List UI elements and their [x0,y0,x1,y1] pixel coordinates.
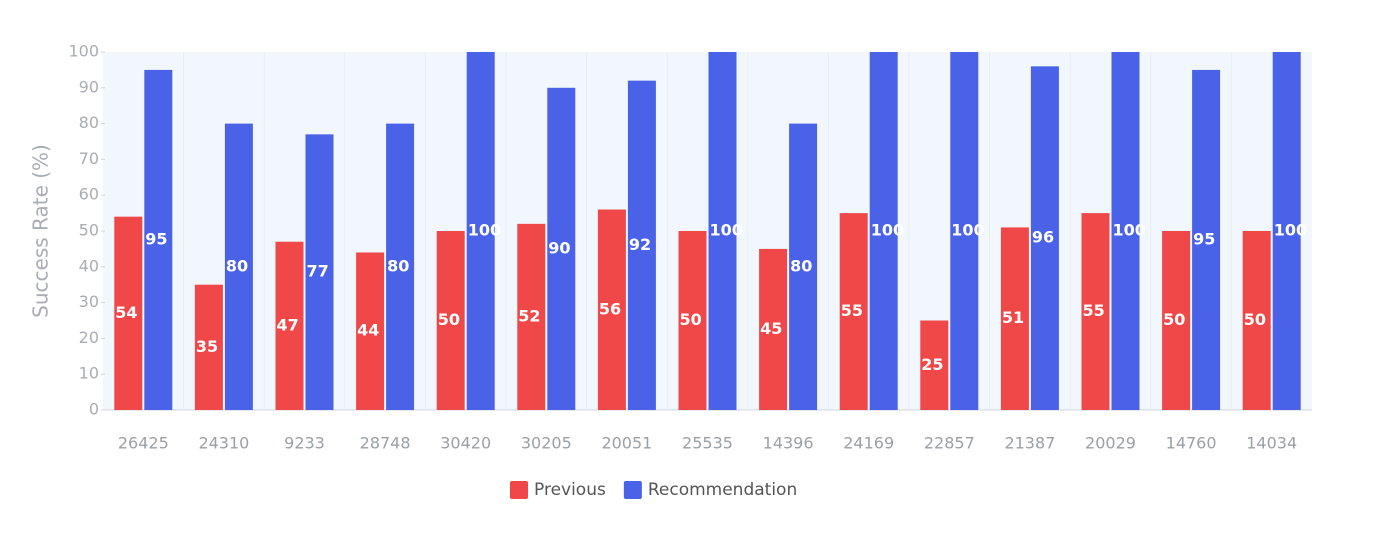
legend-swatch [623,481,642,499]
bar [224,123,253,410]
y-tick-label: 0 [89,400,99,419]
x-tick-label: 30205 [521,434,572,453]
data-label: 50 [680,310,702,329]
data-label: 100 [468,221,501,240]
bar [1272,52,1301,410]
bar [1081,213,1110,410]
x-tick-label: 9233 [284,434,325,453]
legend-label: Previous [534,480,606,500]
bar [920,320,949,410]
x-tick-label: 14034 [1246,434,1297,453]
data-label: 50 [1244,310,1266,329]
y-tick-label: 70 [79,149,99,168]
data-label: 96 [1032,228,1054,247]
x-tick-label: 20051 [601,434,652,453]
data-label: 90 [548,238,570,257]
y-tick-label: 60 [79,185,99,204]
bar [1111,52,1140,410]
data-label: 77 [307,262,329,281]
data-label: 44 [357,321,379,340]
bar [305,134,334,410]
bar [547,87,576,411]
data-label: 47 [277,315,299,334]
bar [517,223,546,410]
data-label: 54 [115,303,137,322]
bar [759,248,788,410]
y-tick-label: 90 [79,77,99,96]
plot-area [103,52,1312,410]
bar [1192,69,1221,411]
y-tick-label: 80 [79,113,99,132]
data-label: 55 [1083,301,1105,320]
x-tick-label: 26425 [118,434,169,453]
bar [1030,66,1059,410]
data-label: 100 [1274,221,1307,240]
bar [708,52,737,410]
data-label: 100 [710,221,743,240]
data-label: 52 [518,306,540,325]
y-tick-label: 10 [79,364,99,383]
x-tick-label: 30420 [440,434,491,453]
bar [144,69,173,411]
legend-swatch [510,481,528,499]
bar [789,123,818,410]
x-tick-label: 21387 [1004,434,1055,453]
data-label: 50 [438,310,460,329]
data-label: 50 [1163,310,1185,329]
x-tick-label: 28748 [360,434,411,453]
bar [869,52,898,410]
y-tick-label: 100 [68,42,99,61]
data-label: 55 [841,301,863,320]
data-label: 45 [760,319,782,338]
bar [194,284,223,410]
y-tick-label: 30 [79,292,99,311]
bar [114,216,143,410]
data-label: 100 [1113,221,1146,240]
data-label: 100 [871,221,904,240]
bar [1162,231,1191,410]
x-tick-label: 20029 [1085,434,1136,453]
x-tick-label: 14760 [1166,434,1217,453]
data-label: 51 [1002,308,1024,327]
data-label: 80 [226,256,248,275]
x-tick-label: 24169 [843,434,894,453]
data-label: 25 [921,355,943,374]
bar [678,231,707,410]
legend-label: Recommendation [648,480,797,500]
y-tick-label: 50 [79,221,99,240]
x-tick-label: 25535 [682,434,733,453]
data-label: 35 [196,337,218,356]
y-tick-label: 20 [79,328,99,347]
x-tick-label: 14396 [763,434,814,453]
bar [466,52,495,410]
x-tick-label: 22857 [924,434,975,453]
bar [839,213,868,410]
data-label: 56 [599,299,621,318]
data-label: 80 [387,256,409,275]
data-label: 95 [145,229,167,248]
x-tick-label: 24310 [198,434,249,453]
data-label: 95 [1193,229,1215,248]
data-label: 80 [790,256,812,275]
bar [1000,227,1029,410]
data-label: 100 [951,221,984,240]
bar [436,231,465,410]
y-tick-label: 40 [79,256,99,275]
data-label: 92 [629,235,651,254]
bar [356,252,385,410]
bar [597,209,626,410]
bar [627,80,656,410]
bar [386,123,415,410]
bar [950,52,979,410]
bar [275,241,304,410]
y-axis-title: Success Rate (%) [29,144,53,318]
bar [1242,231,1271,410]
